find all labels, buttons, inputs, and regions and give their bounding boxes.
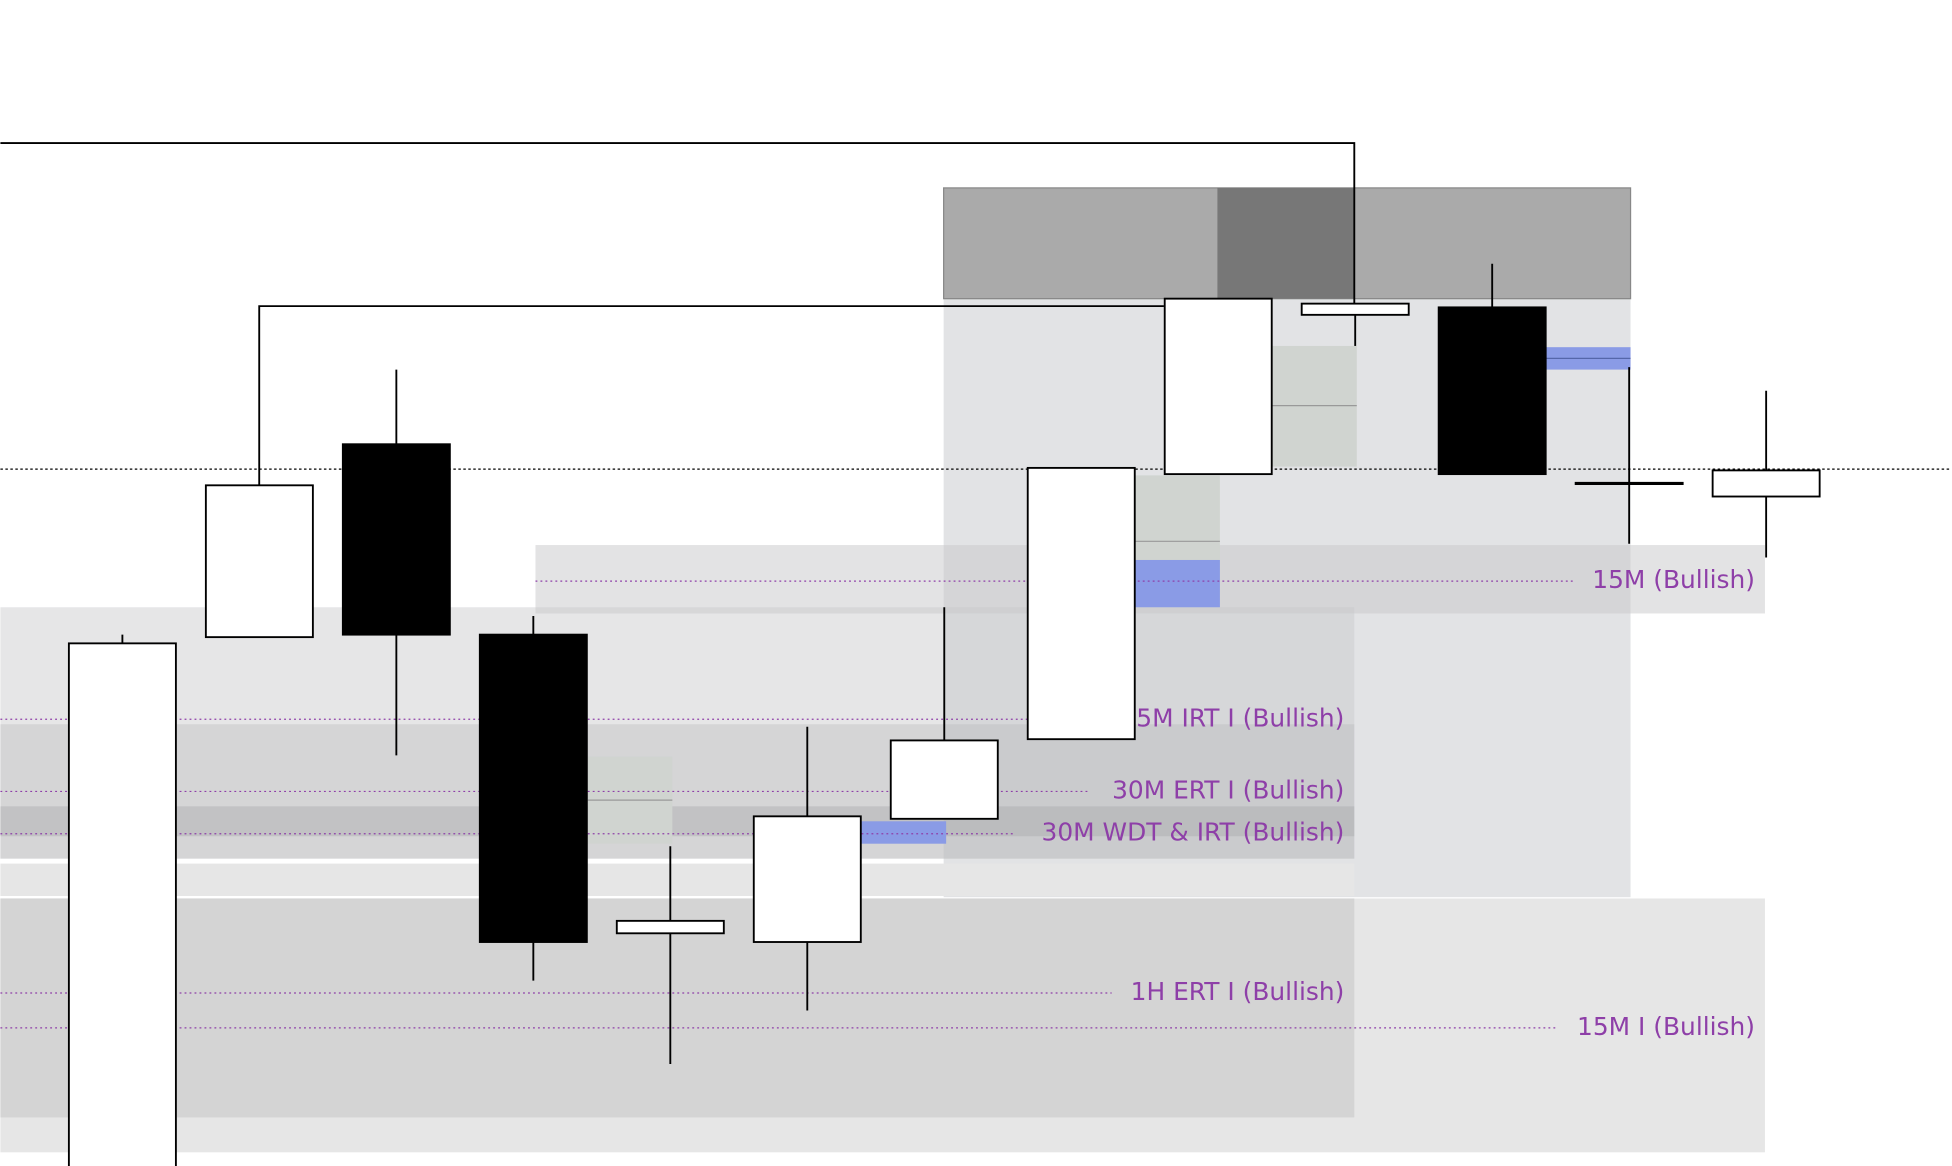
body <box>1300 302 1410 316</box>
candle <box>752 726 862 1011</box>
candle <box>67 634 177 1166</box>
body <box>1437 306 1547 476</box>
candle <box>478 615 588 981</box>
fvg <box>1135 559 1220 608</box>
connector <box>0 142 1356 304</box>
body <box>67 642 177 1166</box>
body <box>204 484 314 639</box>
body <box>478 633 588 943</box>
level-label: 30M ERT I (Bullish) <box>1112 775 1344 804</box>
candle <box>1437 263 1547 476</box>
level-label: 1H ERT I (Bullish) <box>1131 977 1345 1006</box>
zone <box>0 863 1355 896</box>
level-label: 15M (Bullish) <box>1592 565 1755 594</box>
zone <box>0 898 1355 1118</box>
candle <box>1026 466 1136 741</box>
level-label: 15M I (Bullish) <box>1577 1012 1755 1041</box>
body <box>1163 297 1273 476</box>
candle <box>1711 390 1821 558</box>
body <box>1574 481 1684 486</box>
zones <box>0 142 1952 1153</box>
body <box>1026 466 1136 741</box>
candle <box>341 369 451 756</box>
fvg <box>861 821 947 844</box>
candle <box>1574 367 1684 544</box>
body <box>752 815 862 943</box>
body <box>889 739 999 820</box>
zone <box>1217 187 1355 299</box>
level-label: 15M IRT I (Bullish) <box>1120 703 1344 732</box>
candle <box>889 607 999 820</box>
level-label: 30M WDT & IRT (Bullish) <box>1042 818 1345 847</box>
zone <box>0 806 1355 837</box>
candle <box>615 846 725 1064</box>
connector <box>258 305 1164 486</box>
candle <box>204 484 314 639</box>
body <box>615 919 725 935</box>
candle <box>1300 302 1410 346</box>
body <box>341 443 451 636</box>
candle <box>1163 297 1273 476</box>
body <box>1711 469 1821 498</box>
